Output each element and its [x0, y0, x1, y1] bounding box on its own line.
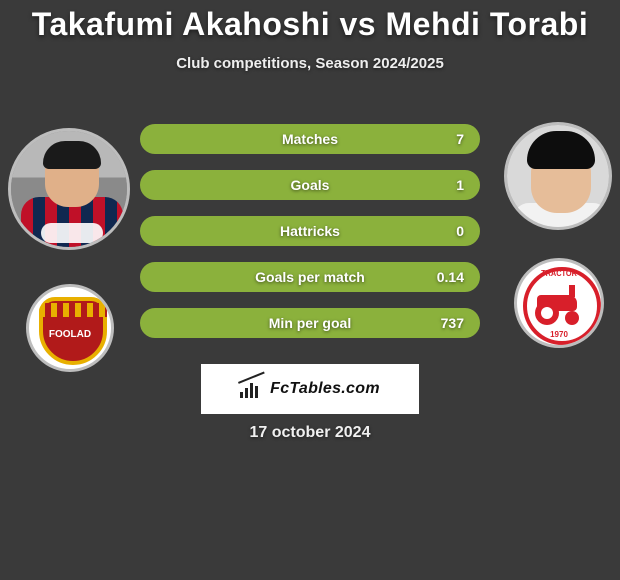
stat-value: 7	[456, 126, 464, 152]
player1-avatar	[8, 128, 130, 250]
stat-pill: Min per goal737	[140, 308, 480, 338]
stat-label: Matches	[142, 126, 478, 152]
comparison-card: Takafumi Akahoshi vs Mehdi Torabi Club c…	[0, 0, 620, 580]
club1-crest: FOOLAD	[26, 284, 114, 372]
player2-avatar-art	[507, 125, 609, 227]
date-label: 17 october 2024	[0, 424, 620, 442]
stat-label: Goals per match	[142, 264, 478, 290]
club2-crest: TRACTOR 1970	[514, 258, 604, 348]
stat-label: Goals	[142, 172, 478, 198]
club2-crest-year: 1970	[517, 330, 601, 339]
stat-value: 1	[456, 172, 464, 198]
stat-label: Hattricks	[142, 218, 478, 244]
stat-pill: Hattricks0	[140, 216, 480, 246]
stat-value: 0	[456, 218, 464, 244]
source-logo-icon	[240, 380, 264, 398]
source-label: FcTables.com	[270, 380, 380, 398]
club1-crest-label: FOOLAD	[29, 329, 111, 340]
subtitle: Club competitions, Season 2024/2025	[0, 55, 620, 72]
stat-value: 0.14	[437, 264, 464, 290]
club2-crest-brand: TRACTOR	[520, 269, 597, 278]
stat-label: Min per goal	[142, 310, 478, 336]
stat-pill: Matches7	[140, 124, 480, 154]
stat-pill: Goals per match0.14	[140, 262, 480, 292]
stat-list: Matches7Goals1Hattricks0Goals per match0…	[140, 124, 480, 354]
source-badge: FcTables.com	[201, 364, 419, 414]
page-title: Takafumi Akahoshi vs Mehdi Torabi	[0, 6, 620, 43]
player2-avatar	[504, 122, 612, 230]
player1-avatar-art	[11, 131, 127, 247]
stat-value: 737	[441, 310, 464, 336]
stat-pill: Goals1	[140, 170, 480, 200]
